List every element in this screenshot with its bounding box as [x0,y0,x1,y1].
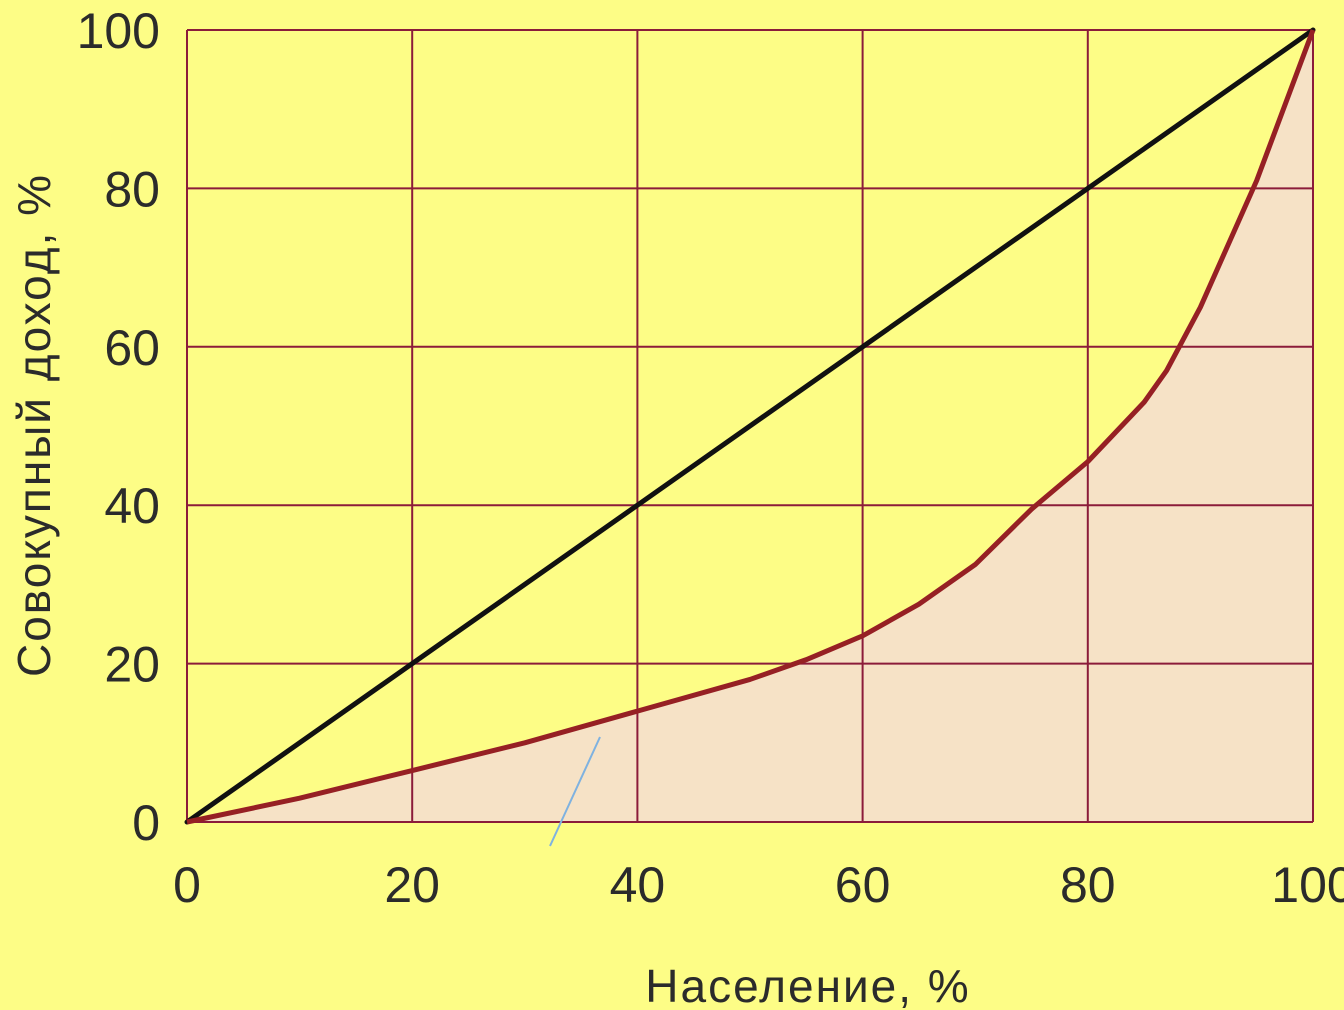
x-axis-title: Население, % [645,960,970,1010]
y-tick-label-80: 80 [104,161,160,217]
y-tick-label-40: 40 [104,478,160,534]
series-layer [184,27,1316,825]
y-tick-label-100: 100 [77,3,160,59]
grid-layer [186,29,1314,823]
y-tick-label-20: 20 [104,637,160,693]
y-axis-title: Совокупный доход, % [8,173,60,677]
y-tick-label-0: 0 [132,795,160,851]
x-tick-label-60: 60 [835,857,891,913]
x-tick-label-100: 100 [1271,857,1344,913]
x-tick-label-40: 40 [610,857,666,913]
pointer-line [549,736,601,847]
tick-label-layer: 0 20 40 60 80 100 0 20 40 60 80 100 [77,3,1344,913]
x-tick-label-20: 20 [384,857,440,913]
y-tick-label-60: 60 [104,320,160,376]
lorenz-curve [186,29,1316,825]
x-tick-label-80: 80 [1060,857,1116,913]
lorenz-shaded-area [187,30,1313,822]
shaded-area-layer [187,30,1313,822]
x-tick-label-0: 0 [173,857,201,913]
equality-line [184,27,1316,825]
